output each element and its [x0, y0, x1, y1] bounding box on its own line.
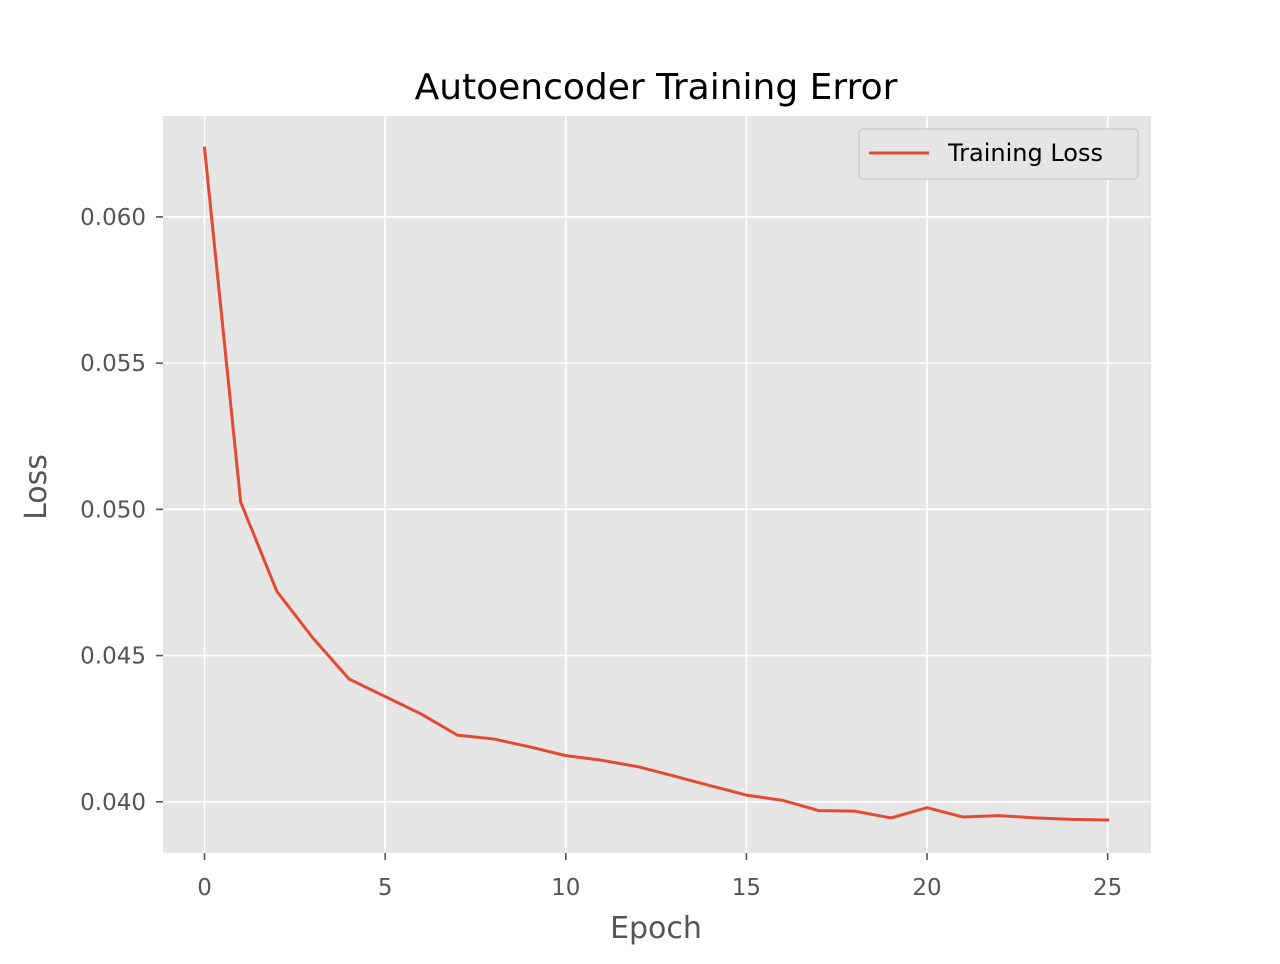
legend: Training Loss	[859, 129, 1138, 179]
chart-title: Autoencoder Training Error	[415, 67, 898, 108]
legend-label-training-loss: Training Loss	[947, 139, 1103, 167]
x-tick-label: 10	[551, 875, 580, 901]
y-tick-label: 0.055	[80, 351, 146, 377]
x-tick-label: 20	[912, 875, 941, 901]
plot-area	[163, 116, 1151, 853]
x-tick-label: 0	[197, 875, 212, 901]
y-tick-label: 0.050	[80, 497, 146, 523]
y-tick-label: 0.045	[80, 644, 146, 670]
x-tick-label: 5	[378, 875, 393, 901]
y-axis-label: Loss	[19, 454, 54, 520]
y-tick-label: 0.060	[80, 205, 146, 231]
y-tick-label: 0.040	[80, 790, 146, 816]
x-tick-label: 25	[1093, 875, 1122, 901]
x-tick-label: 15	[732, 875, 761, 901]
x-axis-label: Epoch	[610, 911, 702, 946]
